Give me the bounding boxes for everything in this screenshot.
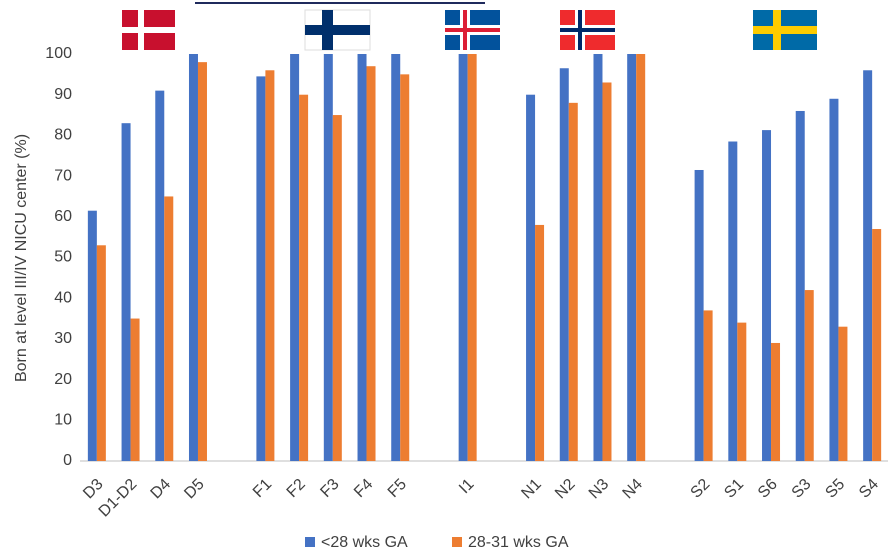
bar bbox=[121, 123, 131, 461]
bar bbox=[636, 54, 646, 461]
legend-label: <28 wks GA bbox=[321, 534, 408, 551]
legend-swatch bbox=[305, 537, 315, 547]
y-tick-label: 10 bbox=[54, 412, 72, 429]
bar bbox=[357, 54, 367, 461]
x-tick-label: F5 bbox=[385, 476, 410, 501]
y-axis-label: Born at level III/IV NICU center (%) bbox=[13, 134, 30, 382]
bar bbox=[602, 82, 612, 462]
bar bbox=[535, 224, 545, 461]
bar bbox=[593, 54, 603, 461]
legend-label: 28-31 wks GA bbox=[468, 534, 569, 551]
flag-norway bbox=[560, 10, 615, 50]
y-tick-label: 80 bbox=[54, 127, 72, 144]
x-tick-label: F2 bbox=[284, 476, 309, 501]
bar bbox=[568, 102, 578, 461]
y-tick-label: 30 bbox=[54, 330, 72, 347]
bar bbox=[838, 326, 848, 461]
bar bbox=[256, 76, 266, 461]
flag-iceland bbox=[445, 10, 500, 50]
x-tick-label: I1 bbox=[456, 476, 478, 498]
bar bbox=[627, 54, 637, 461]
flag-denmark bbox=[122, 10, 175, 50]
x-tick-label: S6 bbox=[755, 476, 781, 502]
x-tick-label: S1 bbox=[721, 476, 747, 502]
bar bbox=[96, 245, 106, 461]
x-tick-label: S2 bbox=[688, 476, 714, 502]
bar bbox=[197, 62, 207, 461]
y-tick-label: 100 bbox=[45, 45, 72, 62]
bar bbox=[829, 98, 839, 462]
x-tick-label: N3 bbox=[586, 476, 613, 503]
bar bbox=[458, 54, 468, 461]
bar bbox=[366, 66, 376, 462]
bar bbox=[467, 54, 477, 461]
bar bbox=[872, 229, 882, 461]
bar bbox=[130, 318, 140, 461]
bar bbox=[391, 54, 401, 461]
bar bbox=[164, 196, 174, 461]
x-tick-label: N1 bbox=[518, 476, 545, 503]
flag-finland bbox=[304, 9, 371, 51]
x-tick-label: D3 bbox=[80, 476, 107, 503]
y-tick-label: 50 bbox=[54, 249, 72, 266]
bar bbox=[87, 210, 97, 461]
x-tick-label: N4 bbox=[620, 476, 647, 503]
y-tick-label: 40 bbox=[54, 289, 72, 306]
x-tick-label: F1 bbox=[250, 476, 275, 501]
bar bbox=[737, 322, 747, 461]
bar bbox=[323, 54, 333, 461]
bar bbox=[299, 94, 309, 461]
bar bbox=[188, 54, 198, 461]
x-tick-label: D5 bbox=[181, 476, 208, 503]
bar bbox=[795, 110, 805, 461]
bar bbox=[694, 169, 704, 461]
x-tick-label: F3 bbox=[317, 476, 342, 501]
bar bbox=[559, 68, 569, 462]
y-tick-label: 0 bbox=[63, 452, 72, 469]
x-tick-label: N2 bbox=[552, 476, 579, 503]
bar bbox=[771, 342, 781, 461]
x-tick-label: F4 bbox=[351, 476, 376, 501]
bar bbox=[332, 115, 342, 462]
bar bbox=[526, 94, 536, 461]
y-tick-label: 90 bbox=[54, 86, 72, 103]
x-tick-label: S4 bbox=[856, 476, 882, 502]
legend-swatch bbox=[452, 537, 462, 547]
bar bbox=[703, 310, 713, 461]
bar bbox=[400, 74, 410, 461]
flag-sweden bbox=[753, 10, 817, 50]
bar bbox=[863, 70, 873, 461]
x-tick-label: S5 bbox=[822, 476, 848, 502]
x-tick-label: S3 bbox=[789, 476, 815, 502]
bar bbox=[804, 290, 814, 461]
x-tick-label: D4 bbox=[148, 476, 175, 503]
x-tick-label: D1-D2 bbox=[96, 476, 141, 521]
bar bbox=[728, 141, 738, 461]
y-tick-label: 70 bbox=[54, 167, 72, 184]
bar bbox=[155, 90, 165, 461]
bar bbox=[265, 70, 275, 461]
bar bbox=[290, 54, 300, 461]
y-tick-label: 20 bbox=[54, 371, 72, 388]
y-tick-label: 60 bbox=[54, 208, 72, 225]
bar bbox=[762, 130, 772, 461]
